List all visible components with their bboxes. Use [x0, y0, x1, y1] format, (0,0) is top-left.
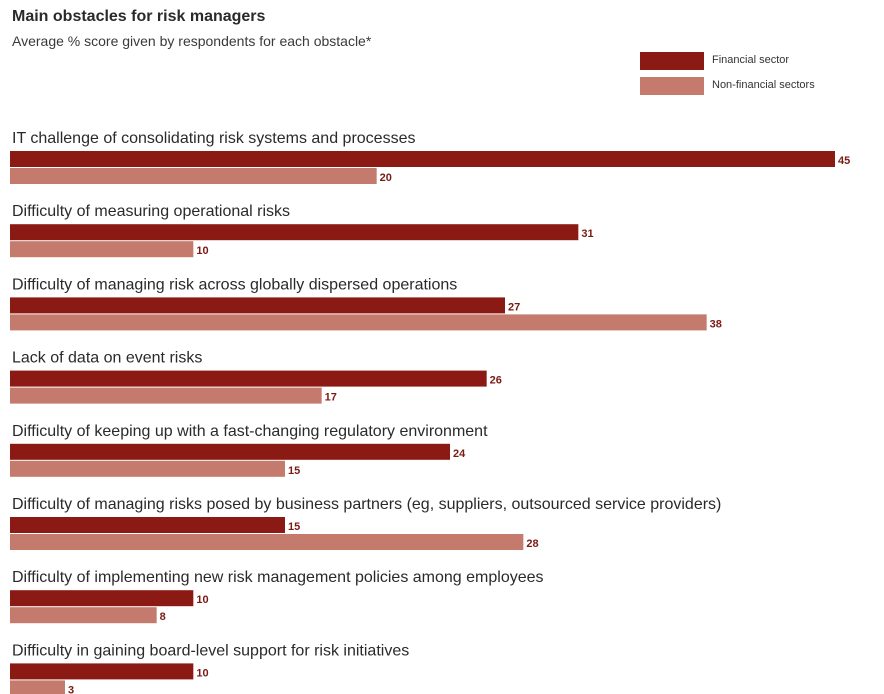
bar-financial [10, 370, 487, 387]
value-label: 10 [196, 667, 208, 679]
bar-non-financial [10, 460, 285, 477]
chart-title: Main obstacles for risk managers [12, 8, 266, 25]
bar-financial [10, 443, 450, 460]
value-label: 15 [288, 465, 300, 477]
bar-non-financial [10, 314, 707, 331]
bar-non-financial [10, 387, 322, 404]
value-label: 20 [380, 172, 392, 184]
value-label: 24 [453, 448, 466, 460]
category-label: Difficulty of managing risk across globa… [12, 276, 457, 293]
bar-non-financial [10, 241, 194, 258]
bar-non-financial [10, 680, 65, 694]
value-label: 15 [288, 521, 300, 533]
value-label: 38 [710, 318, 722, 330]
category-label: Difficulty of managing risks posed by bu… [12, 496, 721, 513]
value-label: 17 [325, 392, 337, 404]
legend-swatch-non-financial [640, 77, 704, 95]
value-label: 10 [196, 245, 208, 257]
legend-swatch-financial [640, 52, 704, 70]
category-label: Difficulty of implementing new risk mana… [12, 569, 544, 586]
category-label: Difficulty of keeping up with a fast-cha… [12, 423, 488, 440]
value-label: 10 [196, 594, 208, 606]
bar-financial [10, 224, 579, 241]
value-label: 31 [581, 228, 593, 240]
category-label: Difficulty in gaining board-level suppor… [12, 642, 409, 659]
value-label: 27 [508, 301, 520, 313]
value-label: 26 [490, 375, 502, 387]
value-label: 45 [838, 155, 850, 167]
bar-financial [10, 297, 505, 314]
category-label: IT challenge of consolidating risk syste… [12, 130, 415, 147]
bar-non-financial [10, 534, 524, 550]
legend-label-non-financial: Non-financial sectors [712, 79, 815, 91]
category-label: Lack of data on event risks [12, 350, 202, 367]
category-label: Difficulty of measuring operational risk… [12, 203, 290, 220]
bar-non-financial [10, 607, 157, 624]
value-label: 3 [68, 684, 74, 694]
bar-non-financial [10, 168, 377, 184]
bar-financial [10, 517, 285, 533]
bar-financial [10, 590, 194, 607]
value-label: 8 [160, 611, 166, 623]
chart-subtitle: Average % score given by respondents for… [12, 33, 372, 49]
bar-financial [10, 151, 835, 167]
legend-label-financial: Financial sector [712, 54, 790, 66]
bar-financial [10, 663, 194, 680]
value-label: 28 [526, 538, 538, 550]
